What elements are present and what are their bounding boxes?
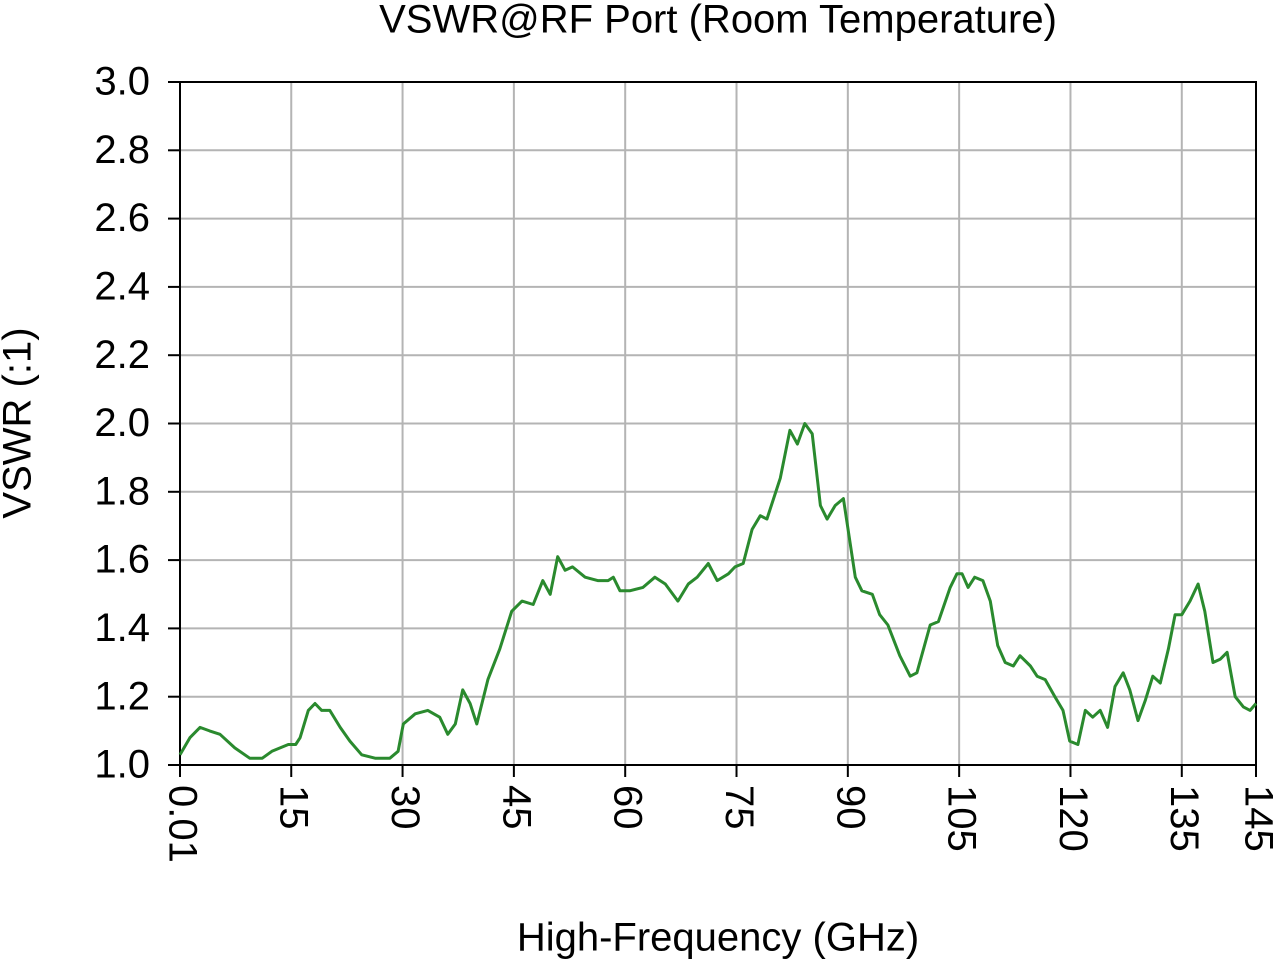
y-tick-label: 3.0 — [94, 60, 150, 104]
y-tick-label: 2.6 — [94, 196, 150, 240]
x-tick-label: 135 — [1162, 785, 1206, 852]
x-tick-label: 90 — [828, 785, 872, 830]
x-tick-label: 0.01 — [160, 785, 204, 863]
chart-title: VSWR@RF Port (Room Temperature) — [379, 0, 1057, 42]
y-tick-label: 2.2 — [94, 333, 150, 377]
x-tick-label: 105 — [940, 785, 984, 852]
x-tick-label: 45 — [494, 785, 538, 830]
data-line — [178, 422, 1258, 760]
x-tick-label: 60 — [606, 785, 650, 830]
y-tick-label: 1.8 — [94, 469, 150, 513]
y-axis-label: VSWR (:1) — [0, 327, 40, 518]
x-tick-label: 145 — [1236, 785, 1280, 852]
y-tick-label: 1.0 — [94, 743, 150, 787]
x-tick-label: 15 — [272, 785, 316, 830]
y-tick-label: 1.2 — [94, 674, 150, 718]
y-tick-label: 1.4 — [94, 606, 150, 650]
x-axis-label: High-Frequency (GHz) — [517, 916, 919, 960]
plot-frame — [179, 81, 1257, 766]
y-tick-label: 2.8 — [94, 128, 150, 172]
y-tick-label: 2.0 — [94, 401, 150, 445]
x-tick-label: 120 — [1051, 785, 1095, 852]
y-tick-label: 2.4 — [94, 264, 150, 308]
x-tick-label: 30 — [383, 785, 427, 830]
y-tick-label: 1.6 — [94, 538, 150, 582]
x-tick-label: 75 — [717, 785, 761, 830]
